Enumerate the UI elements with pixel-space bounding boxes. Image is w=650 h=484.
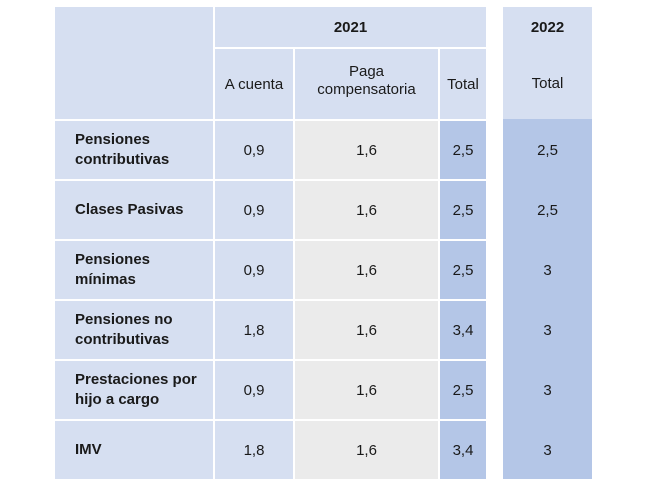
cell-total-2022: 2,5 [537, 141, 558, 159]
year-2021-header: 2021 [215, 7, 486, 47]
col-header-a-cuenta: A cuenta [215, 49, 293, 119]
col-header-paga-compensatoria: Paga compensatoria [295, 49, 438, 119]
year-2022-header: 2022 [503, 7, 592, 47]
cell-a-cuenta: 0,9 [215, 181, 293, 239]
row-label: IMV [55, 421, 213, 479]
cell-total-2021: 2,5 [440, 121, 486, 179]
total-2022-column [503, 119, 592, 479]
cell-total-2022: 3 [543, 261, 552, 279]
cell-paga-compensatoria: 1,6 [295, 361, 438, 419]
col-header-total-2021: Total [440, 49, 486, 119]
row-label: Pensiones mínimas [55, 241, 213, 299]
cell-total-2021: 2,5 [440, 241, 486, 299]
row-label: Pensiones no contributivas [55, 301, 213, 359]
cell-total-2021: 2,5 [440, 361, 486, 419]
cell-paga-compensatoria: 1,6 [295, 181, 438, 239]
cell-total-2022: 3 [543, 381, 552, 399]
cell-paga-compensatoria: 1,6 [295, 301, 438, 359]
cell-a-cuenta: 1,8 [215, 301, 293, 359]
cell-total-2022: 3 [543, 441, 552, 459]
cell-paga-compensatoria: 1,6 [295, 241, 438, 299]
cell-total-2022: 2,5 [537, 201, 558, 219]
cell-total-2021: 3,4 [440, 421, 486, 479]
row-label: Clases Pasivas [55, 181, 213, 239]
cell-a-cuenta: 0,9 [215, 241, 293, 299]
col-header-total-2022: Total [503, 47, 592, 119]
row-label: Pensiones contributivas [55, 121, 213, 179]
paga-compensatoria-label: Paga compensatoria [317, 63, 416, 98]
cell-a-cuenta: 0,9 [215, 361, 293, 419]
cell-paga-compensatoria: 1,6 [295, 121, 438, 179]
row-label: Prestaciones por hijo a cargo [55, 361, 213, 419]
cell-a-cuenta: 0,9 [215, 121, 293, 179]
cell-a-cuenta: 1,8 [215, 421, 293, 479]
header-corner [55, 7, 213, 119]
cell-total-2022: 3 [543, 321, 552, 339]
cell-paga-compensatoria: 1,6 [295, 421, 438, 479]
cell-total-2021: 3,4 [440, 301, 486, 359]
cell-total-2021: 2,5 [440, 181, 486, 239]
